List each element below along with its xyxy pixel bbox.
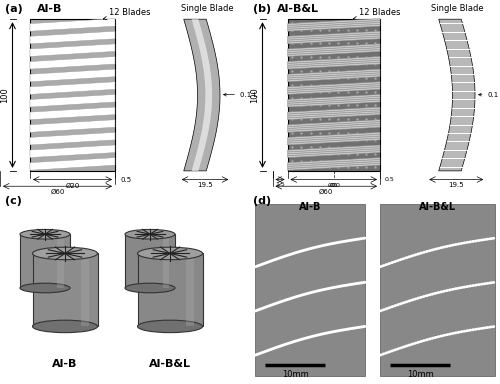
Polygon shape <box>288 56 380 69</box>
Bar <box>288 19 380 171</box>
Text: 10mm: 10mm <box>282 369 308 379</box>
Bar <box>32 253 98 326</box>
Polygon shape <box>30 107 115 120</box>
Polygon shape <box>30 94 115 107</box>
Polygon shape <box>288 94 380 107</box>
Ellipse shape <box>138 247 202 260</box>
Text: (a): (a) <box>5 4 23 14</box>
Text: Single Blade: Single Blade <box>431 4 484 13</box>
Text: (d): (d) <box>252 196 270 206</box>
Text: Ø20: Ø20 <box>66 182 80 189</box>
Text: 19.5: 19.5 <box>197 182 213 189</box>
Ellipse shape <box>32 320 98 333</box>
Text: (b): (b) <box>252 4 270 14</box>
Ellipse shape <box>20 283 70 293</box>
Text: Single Blade: Single Blade <box>181 4 234 13</box>
Polygon shape <box>30 18 115 31</box>
Polygon shape <box>30 82 115 94</box>
Bar <box>81 253 90 326</box>
Text: 100: 100 <box>250 87 260 103</box>
Text: Al-B: Al-B <box>299 202 321 212</box>
Text: 100: 100 <box>0 87 10 103</box>
Bar <box>30 19 115 171</box>
Text: 19.5: 19.5 <box>448 182 464 189</box>
Polygon shape <box>30 44 115 56</box>
Text: 12 Blades: 12 Blades <box>354 8 401 20</box>
Text: 0.5: 0.5 <box>120 177 131 182</box>
Polygon shape <box>288 132 380 145</box>
Polygon shape <box>288 157 380 170</box>
Text: Ø1: Ø1 <box>330 182 338 187</box>
Bar <box>162 234 169 288</box>
Text: 0.5: 0.5 <box>385 177 395 182</box>
Text: 0.1: 0.1 <box>478 92 498 98</box>
Bar <box>125 234 175 288</box>
Text: Ø60: Ø60 <box>50 189 64 195</box>
Text: Al-B: Al-B <box>38 4 62 14</box>
Polygon shape <box>288 44 380 56</box>
Polygon shape <box>288 69 380 82</box>
Polygon shape <box>30 31 115 44</box>
Polygon shape <box>30 132 115 145</box>
Text: 12 Blades: 12 Blades <box>104 8 151 20</box>
Ellipse shape <box>125 230 175 239</box>
Bar <box>186 253 194 326</box>
Polygon shape <box>439 19 475 171</box>
Polygon shape <box>30 120 115 132</box>
Ellipse shape <box>125 283 175 293</box>
Polygon shape <box>184 19 220 171</box>
Polygon shape <box>288 107 380 120</box>
Polygon shape <box>30 56 115 69</box>
Polygon shape <box>288 31 380 44</box>
Bar <box>20 234 70 288</box>
Polygon shape <box>30 145 115 157</box>
Bar <box>255 204 365 376</box>
Text: 1.5: 1.5 <box>275 182 285 187</box>
Bar <box>380 204 495 376</box>
Text: 0.1 L: 0.1 L <box>224 92 258 98</box>
Text: Ø20: Ø20 <box>328 182 340 187</box>
Polygon shape <box>288 18 380 31</box>
Bar <box>138 253 202 326</box>
Ellipse shape <box>32 247 98 260</box>
Polygon shape <box>288 145 380 157</box>
Text: Ø60: Ø60 <box>319 189 334 195</box>
Text: Al-B&L: Al-B&L <box>276 4 318 14</box>
Polygon shape <box>192 19 212 171</box>
Polygon shape <box>288 120 380 132</box>
Text: Al-B&L: Al-B&L <box>149 359 191 369</box>
Ellipse shape <box>20 230 70 239</box>
Polygon shape <box>30 69 115 82</box>
Text: Al-B&L: Al-B&L <box>419 202 456 212</box>
Polygon shape <box>288 82 380 94</box>
Bar <box>58 234 64 288</box>
Text: 10mm: 10mm <box>406 369 434 379</box>
Polygon shape <box>30 157 115 170</box>
Text: Al-B: Al-B <box>52 359 78 369</box>
Ellipse shape <box>138 320 202 333</box>
Text: (c): (c) <box>5 196 22 206</box>
